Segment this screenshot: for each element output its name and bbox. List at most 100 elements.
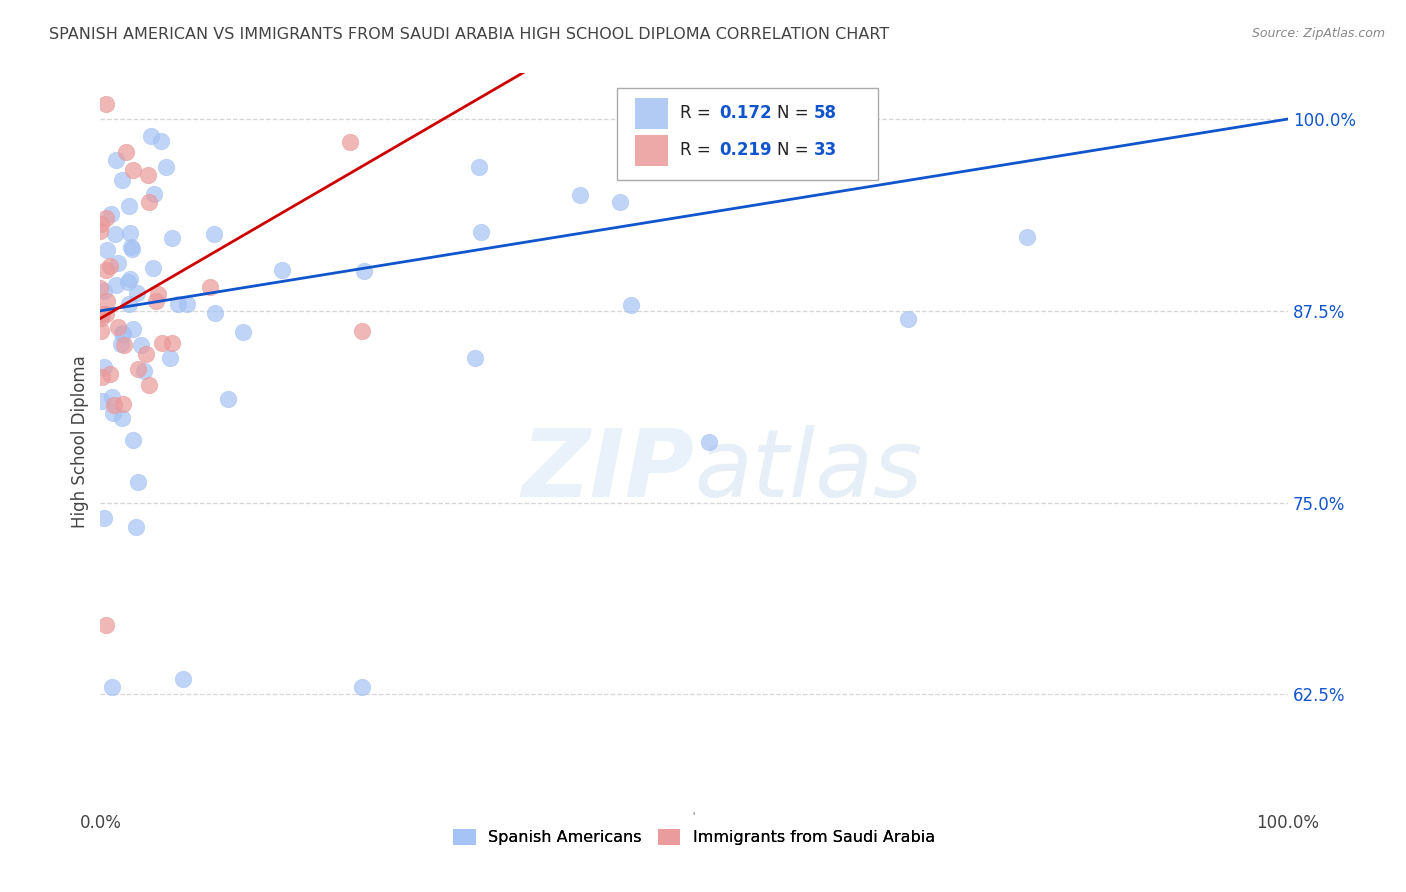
Point: [697, 435, 720, 450]
Point: [464, 351, 486, 365]
Point: [1015, 230, 1038, 244]
Text: Source: ZipAtlas.com: Source: ZipAtlas.com: [1251, 27, 1385, 40]
Point: [145, 294, 167, 309]
Point: [103, 398, 125, 412]
Point: [204, 306, 226, 320]
Point: [90, 310, 112, 325]
Point: [124, 520, 146, 534]
Point: [619, 298, 641, 312]
Point: [339, 136, 361, 150]
Point: [100, 390, 122, 404]
Point: [121, 242, 143, 256]
Point: [120, 240, 142, 254]
Point: [93, 510, 115, 524]
Point: [121, 163, 143, 178]
Point: [118, 199, 141, 213]
Point: [142, 260, 165, 275]
Point: [136, 168, 159, 182]
Point: [122, 434, 145, 448]
Point: [96, 618, 118, 632]
Point: [127, 361, 149, 376]
Point: [91, 307, 114, 321]
Point: [609, 194, 631, 209]
Y-axis label: High School Diploma: High School Diploma: [72, 355, 89, 528]
Point: [118, 226, 141, 240]
Point: [118, 297, 141, 311]
Point: [111, 326, 134, 340]
FancyBboxPatch shape: [634, 135, 668, 166]
Text: ZIP: ZIP: [522, 425, 695, 516]
Point: [112, 327, 135, 342]
Point: [107, 256, 129, 270]
Point: [101, 680, 124, 694]
Point: [162, 231, 184, 245]
Point: [104, 227, 127, 241]
Point: [897, 312, 920, 326]
Text: 33: 33: [814, 141, 838, 160]
Point: [94, 96, 117, 111]
Point: [96, 243, 118, 257]
Point: [155, 160, 177, 174]
Point: [90, 325, 112, 339]
Point: [122, 322, 145, 336]
Point: [127, 286, 149, 301]
Legend: Spanish Americans, Immigrants from Saudi Arabia: Spanish Americans, Immigrants from Saudi…: [446, 821, 943, 853]
Point: [176, 297, 198, 311]
FancyBboxPatch shape: [634, 98, 668, 129]
Point: [217, 392, 239, 407]
Point: [90, 217, 112, 231]
Point: [90, 393, 112, 408]
Point: [111, 173, 134, 187]
Point: [127, 475, 149, 490]
Point: [89, 224, 111, 238]
Text: atlas: atlas: [695, 425, 922, 516]
Point: [93, 284, 115, 298]
Point: [98, 367, 121, 381]
Point: [93, 360, 115, 375]
Point: [129, 338, 152, 352]
Text: 0.172: 0.172: [718, 104, 772, 122]
Point: [111, 396, 134, 410]
Point: [117, 275, 139, 289]
Point: [112, 337, 135, 351]
Point: [350, 324, 373, 338]
Point: [143, 187, 166, 202]
Point: [94, 211, 117, 226]
Point: [470, 225, 492, 239]
Text: SPANISH AMERICAN VS IMMIGRANTS FROM SAUDI ARABIA HIGH SCHOOL DIPLOMA CORRELATION: SPANISH AMERICAN VS IMMIGRANTS FROM SAUD…: [49, 27, 890, 42]
Point: [94, 263, 117, 277]
Point: [90, 370, 112, 384]
Point: [110, 337, 132, 351]
Point: [101, 407, 124, 421]
Point: [202, 227, 225, 242]
Point: [270, 263, 292, 277]
Point: [138, 377, 160, 392]
Point: [173, 672, 195, 686]
Point: [132, 364, 155, 378]
Point: [152, 335, 174, 350]
Point: [468, 160, 491, 174]
Text: N =: N =: [778, 104, 814, 122]
Point: [146, 286, 169, 301]
Point: [104, 277, 127, 292]
Point: [353, 263, 375, 277]
Point: [89, 280, 111, 294]
Point: [135, 347, 157, 361]
Point: [198, 280, 221, 294]
Point: [114, 145, 136, 159]
Point: [94, 307, 117, 321]
Text: N =: N =: [778, 141, 814, 160]
Point: [160, 336, 183, 351]
Point: [100, 207, 122, 221]
Text: 0.219: 0.219: [718, 141, 772, 160]
Point: [96, 293, 118, 308]
Point: [568, 187, 591, 202]
Point: [141, 129, 163, 144]
Point: [105, 153, 128, 168]
Point: [98, 259, 121, 273]
Point: [159, 351, 181, 366]
FancyBboxPatch shape: [617, 87, 879, 180]
Text: R =: R =: [681, 104, 716, 122]
Point: [120, 271, 142, 285]
Point: [350, 680, 373, 694]
